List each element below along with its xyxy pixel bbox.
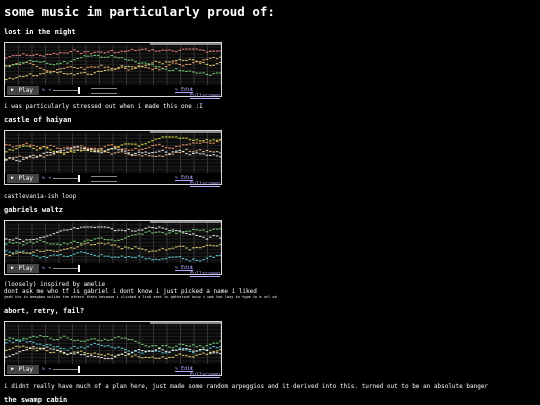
player-controls: ▶ Play ↻ ◂ ✎ Edit ⇱ Fullscreen [5,173,221,187]
loop-icon: ↻ ◂ [42,175,52,181]
volume-slider[interactable] [53,178,79,179]
fullscreen-label: Fullscreen [190,372,221,378]
note-decor [150,131,221,133]
song-title: lost in the night [4,28,76,36]
volume-knob [78,175,80,182]
edit-link[interactable]: ✎ Edit [175,265,194,271]
fullscreen-link[interactable]: ⇱ Fullscreen [190,265,221,277]
edit-link[interactable]: ✎ Edit [175,175,194,181]
volume-knob [78,366,80,373]
loop-icon: ↻ ◂ [42,366,52,372]
play-button[interactable]: ▶ Play [7,365,39,374]
edit-link[interactable]: ✎ Edit [175,366,194,372]
song-title: castle of haiyan [4,116,72,124]
song-title: the swamp cabin [4,396,68,404]
loop-icon: ↻ ◂ [42,265,52,271]
piano-roll [5,43,221,85]
volume-slider[interactable] [53,369,79,370]
volume-slider[interactable] [53,268,79,269]
piano-roll [5,221,221,263]
progress [91,176,117,182]
note-decor [150,322,221,324]
song-description: dont ask me who tf is gabriel i dont kno… [4,288,257,295]
play-button[interactable]: ▶ Play [7,86,39,95]
play-icon: ▶ [11,175,15,181]
note-decor [150,43,221,45]
fullscreen-link[interactable]: ⇱ Fullscreen [190,87,221,99]
piano-roll [5,322,221,364]
song-description: castlevania-ish loop [4,193,77,200]
fullscreen-label: Fullscreen [190,93,221,99]
edit-label: Edit [181,265,194,271]
song-description: i didnt really have much of a plan here,… [4,383,489,390]
song-title: abort, retry, fail? [4,307,85,315]
loop-icon: ↻ ◂ [42,87,52,93]
music-player: ▶ Play ↻ ◂ ✎ Edit ⇱ Fullscreen [4,321,222,378]
edit-label: Edit [181,87,194,93]
progress [91,88,117,94]
player-controls: ▶ Play ↻ ◂ ✎ Edit ⇱ Fullscreen [5,263,221,277]
edit-label: Edit [181,175,194,181]
play-label: Play [18,87,33,94]
play-icon: ▶ [11,87,15,93]
fullscreen-link[interactable]: ⇱ Fullscreen [190,366,221,378]
play-label: Play [18,265,33,272]
volume-knob [78,87,80,94]
song-description: i was particularly stressed out when i m… [4,103,203,110]
piano-roll [5,131,221,173]
song-footnote: yeah its in beepbox unlike the others th… [4,295,277,299]
fullscreen-link[interactable]: ⇱ Fullscreen [190,175,221,187]
volume-knob [78,265,80,272]
player-controls: ▶ Play ↻ ◂ ✎ Edit ⇱ Fullscreen [5,364,221,378]
fullscreen-label: Fullscreen [190,181,221,187]
song-title: gabriels waltz [4,206,64,214]
play-label: Play [18,175,33,182]
edit-link[interactable]: ✎ Edit [175,87,194,93]
play-button[interactable]: ▶ Play [7,264,39,273]
player-controls: ▶ Play ↻ ◂ ✎ Edit ⇱ Fullscreen [5,85,221,99]
note-decor [150,221,221,223]
page-title: some music im particularly proud of: [4,4,275,19]
play-icon: ▶ [11,366,15,372]
music-player: ▶ Play ↻ ◂ ✎ Edit ⇱ Fullscreen [4,130,222,187]
volume-slider[interactable] [53,90,79,91]
music-player: ▶ Play ↻ ◂ ✎ Edit ⇱ Fullscreen [4,220,222,277]
edit-label: Edit [181,366,194,372]
song-description: (loosely) inspired by amelie [4,281,106,288]
play-button[interactable]: ▶ Play [7,174,39,183]
play-label: Play [18,366,33,373]
play-icon: ▶ [11,265,15,271]
fullscreen-label: Fullscreen [190,271,221,277]
music-player: ▶ Play ↻ ◂ ✎ Edit ⇱ Fullscreen [4,42,222,99]
